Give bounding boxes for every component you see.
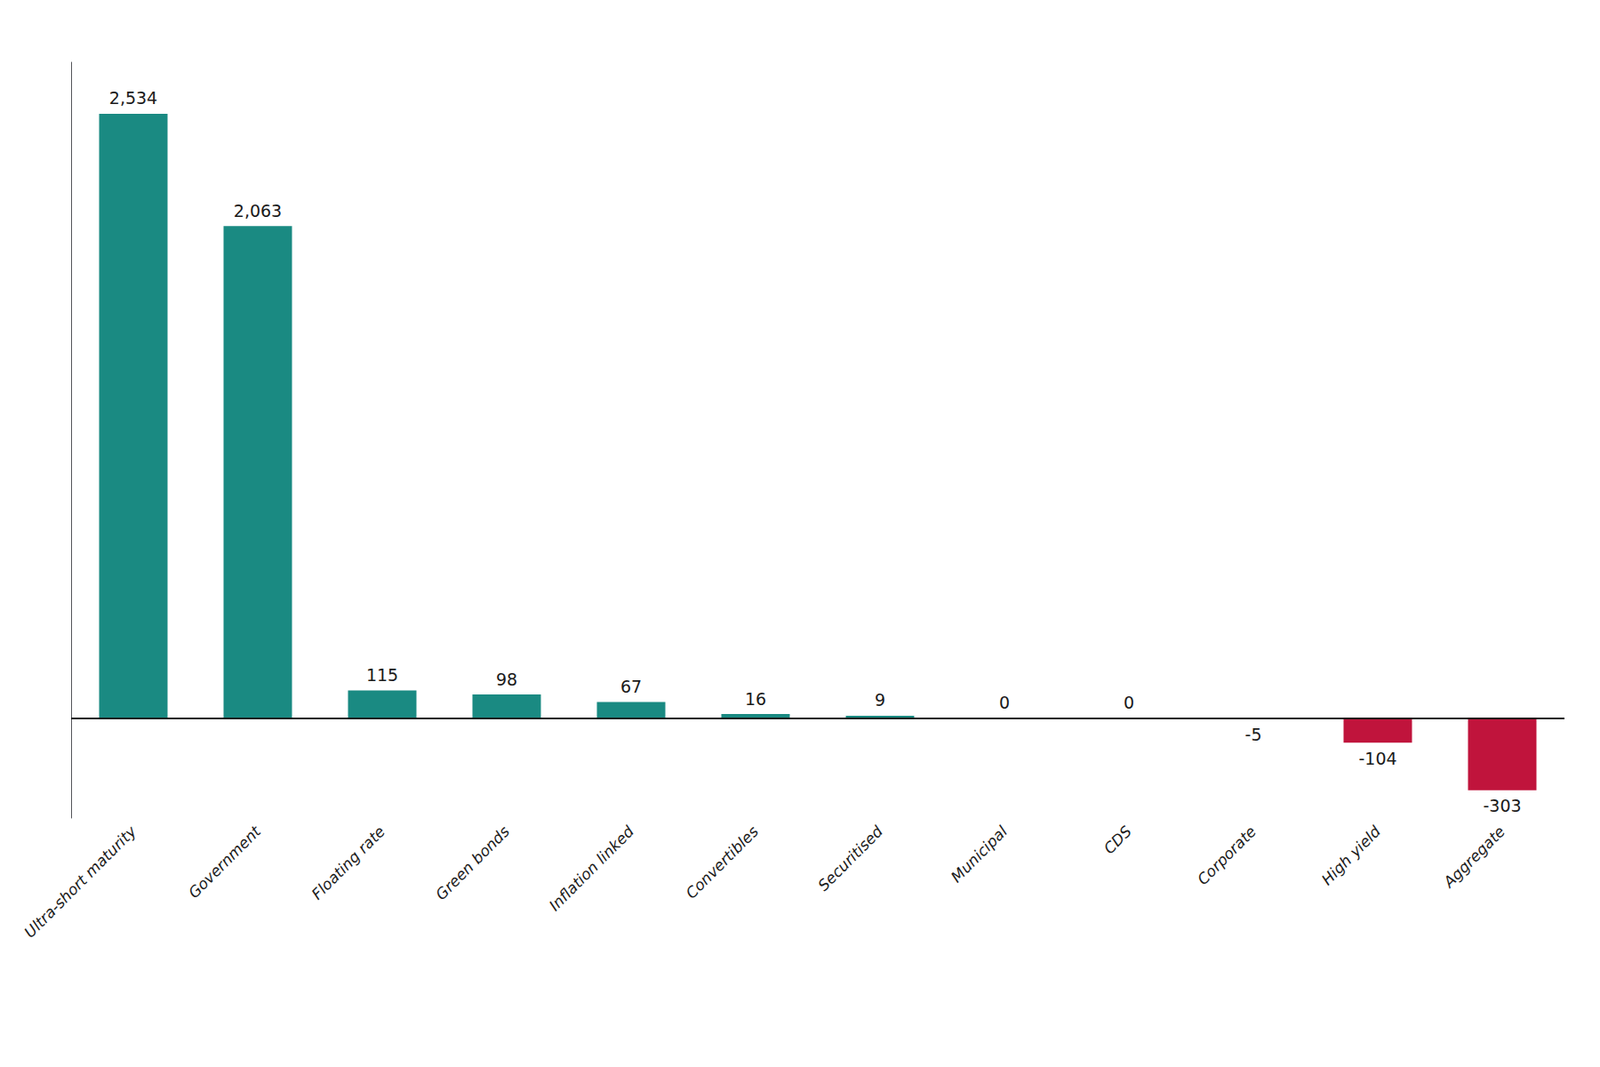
- svg-text:Securitised: Securitised: [814, 822, 887, 895]
- svg-text:2,534: 2,534: [109, 88, 158, 108]
- svg-text:0: 0: [999, 692, 1010, 712]
- svg-text:Floating rate: Floating rate: [307, 822, 389, 904]
- svg-text:Green bonds: Green bonds: [432, 822, 513, 904]
- svg-text:67: 67: [620, 676, 642, 696]
- svg-text:Inflation linked: Inflation linked: [545, 822, 639, 915]
- svg-text:Government: Government: [184, 821, 265, 902]
- svg-text:98: 98: [496, 669, 518, 689]
- svg-text:High yield: High yield: [1318, 822, 1385, 889]
- svg-text:Corporate: Corporate: [1193, 822, 1260, 888]
- svg-text:-5: -5: [1245, 724, 1263, 744]
- svg-text:-303: -303: [1482, 795, 1521, 816]
- svg-text:115: 115: [366, 664, 399, 685]
- svg-text:Municipal: Municipal: [947, 822, 1012, 887]
- svg-text:2,063: 2,063: [233, 200, 282, 221]
- svg-text:9: 9: [874, 689, 886, 710]
- svg-text:Ultra-short maturity: Ultra-short maturity: [20, 821, 140, 941]
- svg-text:0: 0: [1123, 692, 1135, 712]
- svg-text:16: 16: [744, 688, 767, 709]
- svg-text:Convertibles: Convertibles: [681, 822, 762, 903]
- svg-text:-104: -104: [1358, 748, 1397, 768]
- svg-text:Aggregate: Aggregate: [1439, 822, 1509, 892]
- svg-text:CDS: CDS: [1100, 822, 1136, 858]
